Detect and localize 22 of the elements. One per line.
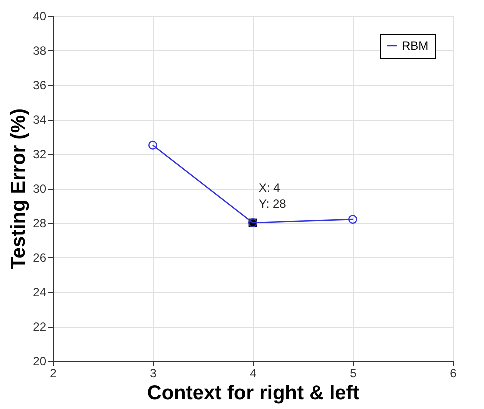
- x-tick-label: 6: [450, 366, 458, 380]
- y-tick-label: 22: [33, 320, 47, 334]
- y-tick-label: 20: [33, 354, 47, 368]
- legend-label: RBM: [402, 39, 429, 53]
- y-tick-label: 30: [33, 182, 47, 196]
- y-tick-label: 38: [33, 44, 47, 58]
- y-tick-label: 28: [33, 216, 47, 230]
- y-tick-label: 34: [33, 113, 47, 127]
- annotation: X: 4 Y: 28: [259, 181, 287, 211]
- x-tick-label: 3: [150, 366, 158, 380]
- point: [148, 140, 158, 150]
- x-tick-label: 2: [50, 366, 58, 380]
- x-tick-label: 5: [350, 366, 358, 380]
- y-tick-label: 32: [33, 148, 47, 162]
- x-axis-title: Context for right & left: [147, 382, 360, 404]
- point: [348, 215, 358, 224]
- y-tick-label: 40: [33, 10, 47, 24]
- y-tick-label: 36: [33, 78, 47, 92]
- x-tick-label: 4: [250, 366, 258, 380]
- y-axis-title: Testing Error (%): [8, 108, 30, 270]
- y-tick-label: 24: [33, 286, 47, 300]
- y-tick-label: 26: [33, 251, 47, 265]
